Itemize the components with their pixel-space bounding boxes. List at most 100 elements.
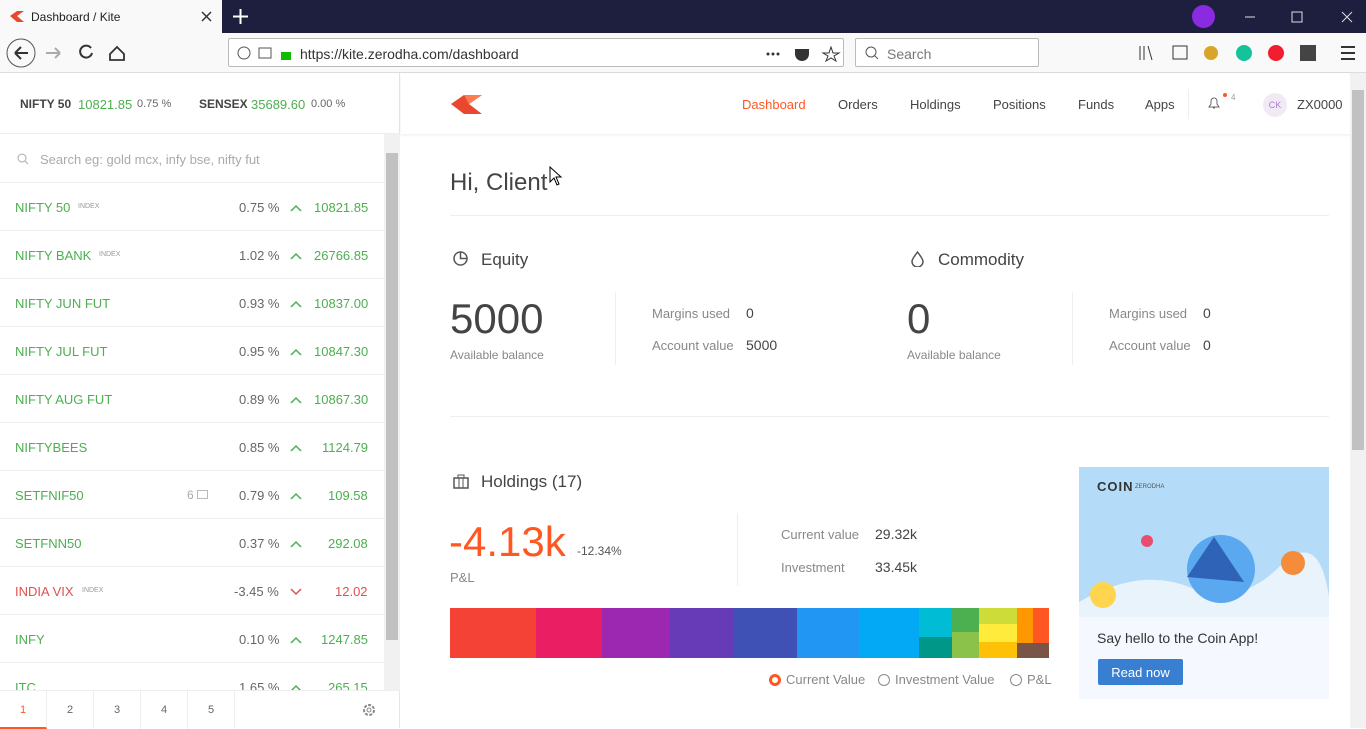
new-tab[interactable] [233, 9, 248, 24]
nav-bar: https://kite.zerodha.com/dashboard Searc… [0, 33, 1366, 73]
nav-link[interactable]: Orders [838, 97, 878, 112]
watchlist-search[interactable]: Search eg: gold mcx, infy bse, nifty fut [0, 134, 384, 183]
value: 33.45k [875, 559, 918, 575]
direction-arrow [290, 204, 302, 212]
instrument: NIFTY JUN FUT [15, 296, 111, 311]
search-icon [17, 153, 29, 165]
change: 1.65 % [239, 680, 280, 690]
nav-link[interactable]: Funds [1078, 97, 1115, 112]
watchlist-row[interactable]: SETFNIF50 6 0.79 % 109.58 [0, 471, 384, 519]
active-tab[interactable]: Dashboard / Kite [0, 0, 222, 33]
watchlist-row[interactable]: NIFTY BANK INDEX 1.02 % 26766.85 [0, 231, 384, 279]
nav-link[interactable]: Apps [1145, 97, 1175, 112]
watchlist-row[interactable]: NIFTY JUN FUT 0.93 % 10837.00 [0, 279, 384, 327]
scroll-thumb[interactable] [1352, 90, 1364, 450]
search-placeholder: Search eg: gold mcx, infy bse, nifty fut [40, 152, 260, 167]
bell-icon[interactable] [1207, 96, 1221, 110]
instrument: SETFNN50 [15, 536, 82, 551]
direction-arrow [290, 444, 302, 452]
legend-item[interactable]: Current Value [786, 672, 866, 687]
tab-icon [10, 11, 24, 22]
divider [737, 513, 738, 586]
window-controls[interactable] [1245, 10, 1355, 24]
label: Investment [781, 560, 845, 575]
holdings-count: 6 [187, 488, 194, 502]
watchlist-tab[interactable]: 2 [47, 691, 94, 729]
toolbar-icons[interactable] [1138, 44, 1360, 62]
tag: INDEX [82, 587, 104, 594]
change: 1.02 % [239, 248, 280, 263]
index-value: 35689.60 [251, 97, 306, 112]
value: 0 [746, 305, 754, 321]
nav-link[interactable]: Holdings [910, 97, 961, 112]
price: 10837.00 [314, 296, 369, 311]
private-icon [1192, 5, 1215, 28]
change: -3.45 % [234, 584, 279, 599]
scroll-thumb[interactable] [386, 153, 398, 640]
instrument: NIFTY AUG FUT [15, 392, 113, 407]
search-icon [865, 46, 879, 60]
section-title: Commodity [938, 250, 1024, 269]
direction-arrow [290, 348, 302, 356]
watchlist-tab[interactable]: 3 [94, 691, 141, 729]
radio[interactable] [878, 674, 890, 686]
change: 0.79 % [239, 488, 280, 503]
url: https://kite.zerodha.com/dashboard [300, 46, 519, 62]
watchlist-row[interactable]: NIFTY AUG FUT 0.89 % 10867.30 [0, 375, 384, 423]
direction-arrow [290, 588, 302, 596]
watchlist-row[interactable]: INDIA VIX INDEX -3.45 % 12.02 [0, 567, 384, 615]
watchlist-tab[interactable]: 4 [141, 691, 188, 729]
legend-item[interactable]: P&L [1027, 672, 1052, 687]
close-tab[interactable] [201, 11, 212, 22]
nav-link[interactable]: Positions [993, 97, 1046, 112]
ad-text: Say hello to the Coin App! [1097, 630, 1259, 646]
instrument: SETFNIF50 [15, 488, 84, 503]
settings-icon[interactable] [362, 703, 376, 717]
legend-item[interactable]: Investment Value [895, 672, 995, 687]
page-actions[interactable] [765, 46, 841, 62]
nav-buttons[interactable] [6, 38, 136, 68]
radio[interactable] [769, 674, 781, 686]
value: 0 [1203, 337, 1211, 353]
notif-dot [1223, 93, 1227, 97]
watchlist-row[interactable]: INFY 0.10 % 1247.85 [0, 615, 384, 663]
top-nav: 4 CK ZX0000 Dashboard Orders Holdings Posit… [401, 73, 1350, 134]
watchlist-row[interactable]: NIFTY 50 INDEX 0.75 % 10821.85 [0, 183, 384, 231]
label: Account value [652, 338, 734, 353]
user-id[interactable]: ZX0000 [1297, 97, 1343, 112]
avatar[interactable]: CK [1263, 93, 1287, 117]
index-strip: NIFTY 50 10821.85 0.75 % SENSEX 35689.60 0.00… [0, 73, 400, 134]
watchlist-row[interactable]: NIFTY JUL FUT 0.95 % 10847.30 [0, 327, 384, 375]
label: Account value [1109, 338, 1191, 353]
change: 0.89 % [239, 392, 280, 407]
price: 1247.85 [321, 632, 368, 647]
price: 10847.30 [314, 344, 369, 359]
watchlist-row[interactable]: ITC 1.65 % 265.15 [0, 663, 384, 690]
coin-ad: COIN ZERODHA Say hello to the Coin App! … [1079, 467, 1329, 699]
greeting: Hi, Client [450, 169, 548, 196]
kite-logo[interactable] [451, 95, 482, 114]
search-box[interactable]: Search [855, 38, 1039, 67]
watchlist-tab[interactable]: 5 [188, 691, 235, 729]
index-change: 0.75 % [137, 98, 172, 110]
watchlist-tab[interactable]: 1 [0, 691, 47, 729]
left-panel: NIFTY 50 10821.85 0.75 % SENSEX 35689.60 0.00… [0, 73, 400, 729]
price: 10821.85 [314, 200, 369, 215]
price: 10867.30 [314, 392, 369, 407]
watchlist-row[interactable]: NIFTYBEES 0.85 % 1124.79 [0, 423, 384, 471]
read-now-button[interactable]: Read now [1098, 659, 1183, 685]
tab-bar: Dashboard / Kite [0, 0, 1366, 33]
tab-title: Dashboard / Kite [31, 10, 121, 24]
mouse-cursor [549, 166, 563, 186]
direction-arrow [290, 396, 302, 404]
direction-arrow [290, 636, 302, 644]
nav-link[interactable]: Dashboard [742, 97, 806, 112]
url-bar[interactable]: https://kite.zerodha.com/dashboard [228, 38, 844, 67]
price: 12.02 [335, 584, 368, 599]
index-name: SENSEX [199, 97, 248, 111]
instrument: NIFTY JUL FUT [15, 344, 108, 359]
direction-arrow [290, 300, 302, 308]
watchlist-row[interactable]: SETFNN50 0.37 % 292.08 [0, 519, 384, 567]
value: 0 [1203, 305, 1211, 321]
radio[interactable] [1010, 674, 1022, 686]
